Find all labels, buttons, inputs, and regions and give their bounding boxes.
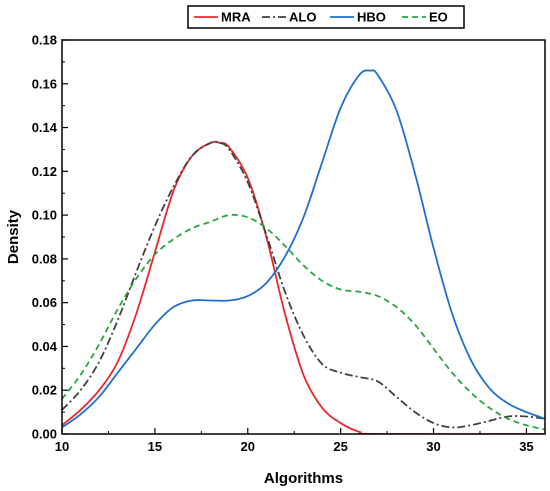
x-tick-label: 10 [55,439,69,454]
y-tick-label: 0.06 [32,295,57,310]
y-axis-title: Density [5,209,22,264]
y-tick-label: 0.14 [32,120,58,135]
y-tick-label: 0.04 [32,339,58,354]
x-tick-label: 35 [519,439,533,454]
x-tick-label: 30 [426,439,440,454]
legend-label-hbo: HBO [357,10,386,25]
legend-label-mra: MRA [221,10,251,25]
series-layer [62,69,545,434]
series-line-hbo [62,69,545,429]
y-tick-label: 0.02 [32,383,57,398]
x-tick-label: 20 [241,439,255,454]
series-line-alo [62,140,545,429]
y-tick-label: 0.10 [32,208,57,223]
legend: MRA ALO HBO EO [187,5,465,29]
legend-box [187,5,465,29]
x-axis-title: Algorithms [264,470,343,487]
series-line-mra [62,140,545,434]
x-tick-label: 25 [333,439,347,454]
y-tick-label: 0.16 [32,76,57,91]
series-line-eo [62,213,545,431]
legend-label-eo: EO [429,10,448,25]
y-tick-label: 0.00 [32,427,57,442]
ticks-layer: 10 15 20 25 30 35 0.00 0.02 0.04 0.06 0.08 0.10 0.12… [32,33,534,455]
y-tick-label: 0.08 [32,251,57,266]
x-tick-label: 15 [148,439,162,454]
y-tick-label: 0.18 [32,33,57,48]
legend-label-alo: ALO [289,10,316,25]
y-tick-label: 0.12 [32,164,57,179]
